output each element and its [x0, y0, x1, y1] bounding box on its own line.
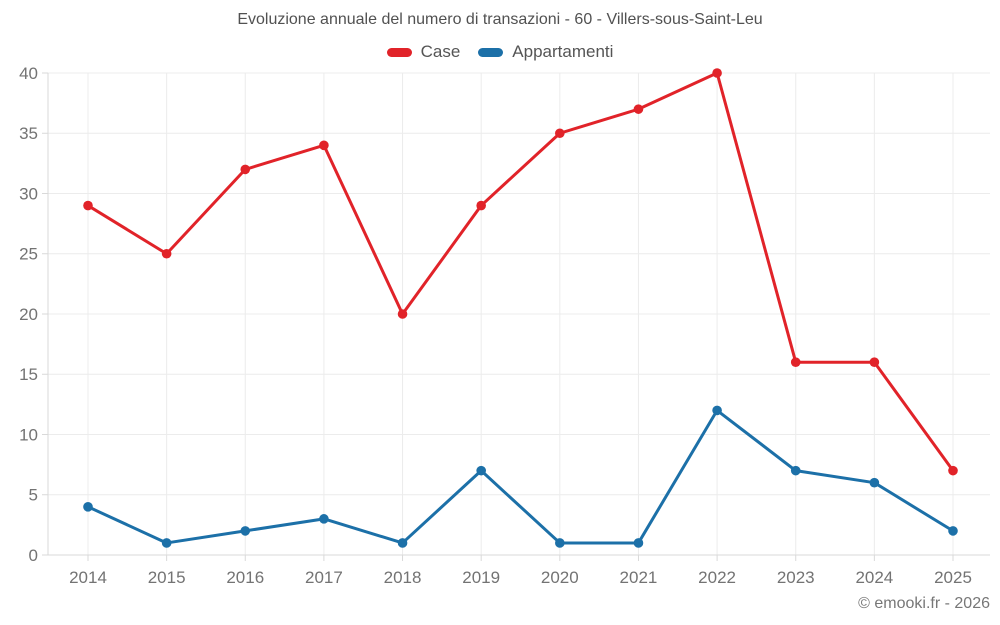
- appartamenti-point-2023[interactable]: [790, 465, 801, 476]
- case-point-2019[interactable]: [476, 200, 486, 211]
- legend-item-case[interactable]: Case: [386, 42, 461, 62]
- x-tick-label: 2018: [384, 568, 422, 587]
- case-legend-swatch: [386, 47, 412, 57]
- appartamenti-point-2014[interactable]: [83, 502, 93, 512]
- case-point-2024[interactable]: [869, 357, 880, 368]
- appartamenti-line: [86, 408, 955, 545]
- case-point-2018[interactable]: [397, 309, 408, 319]
- appartamenti-point-2020[interactable]: [555, 538, 565, 548]
- case-point-2023[interactable]: [790, 357, 801, 368]
- y-tick-label: 0: [29, 546, 38, 565]
- case-point-2016[interactable]: [240, 164, 251, 175]
- case-legend-label: Case: [420, 42, 461, 61]
- appartamenti-point-2019[interactable]: [476, 465, 486, 476]
- case-point-2022[interactable]: [712, 68, 722, 78]
- appartamenti-legend-swatch: [478, 47, 504, 57]
- appartamenti-point-2024[interactable]: [869, 477, 880, 488]
- appartamenti-point-2016[interactable]: [240, 526, 251, 536]
- appartamenti-point-2017[interactable]: [319, 514, 329, 524]
- y-tick-label: 10: [19, 425, 38, 444]
- y-tick-label: 5: [29, 486, 38, 505]
- appartamenti-point-2018[interactable]: [397, 538, 408, 548]
- x-tick-label: 2014: [69, 568, 107, 587]
- case-point-2015[interactable]: [161, 248, 172, 259]
- appartamenti-point-2021[interactable]: [633, 538, 644, 548]
- chart-legend: Case Appartamenti: [0, 42, 1000, 62]
- x-tick-label: 2015: [148, 568, 186, 587]
- appartamenti-legend-label: Appartamenti: [512, 42, 614, 61]
- appartamenti-point-2015[interactable]: [161, 538, 172, 548]
- x-tick-label: 2024: [855, 568, 893, 587]
- chart-title: Evoluzione annuale del numero di transaz…: [237, 11, 763, 28]
- case-line: [86, 71, 955, 473]
- y-tick-label: 40: [19, 64, 38, 83]
- x-tick-label: 2019: [462, 568, 500, 587]
- x-tick-label: 2022: [698, 568, 736, 587]
- copyright-footer: © emooki.fr - 2026: [858, 595, 990, 612]
- y-tick-label: 25: [19, 245, 38, 264]
- y-tick-label: 30: [19, 184, 38, 203]
- case-point-2020[interactable]: [555, 128, 565, 139]
- y-tick-label: 20: [19, 305, 38, 324]
- y-tick-label: 35: [19, 124, 38, 143]
- x-tick-label: 2021: [620, 568, 658, 587]
- y-tick-label: 15: [19, 365, 38, 384]
- case-point-2017[interactable]: [319, 140, 329, 151]
- case-point-2025[interactable]: [948, 465, 958, 476]
- x-tick-label: 2023: [777, 568, 815, 587]
- appartamenti-point-2022[interactable]: [712, 405, 722, 416]
- x-tick-label: 2017: [305, 568, 343, 587]
- case-point-2014[interactable]: [83, 200, 93, 211]
- legend-item-appartamenti[interactable]: Appartamenti: [478, 42, 613, 62]
- x-tick-label: 2020: [541, 568, 579, 587]
- x-tick-label: 2016: [226, 568, 264, 587]
- case-point-2021[interactable]: [633, 104, 644, 114]
- appartamenti-point-2025[interactable]: [948, 526, 958, 536]
- x-tick-label: 2025: [934, 568, 972, 587]
